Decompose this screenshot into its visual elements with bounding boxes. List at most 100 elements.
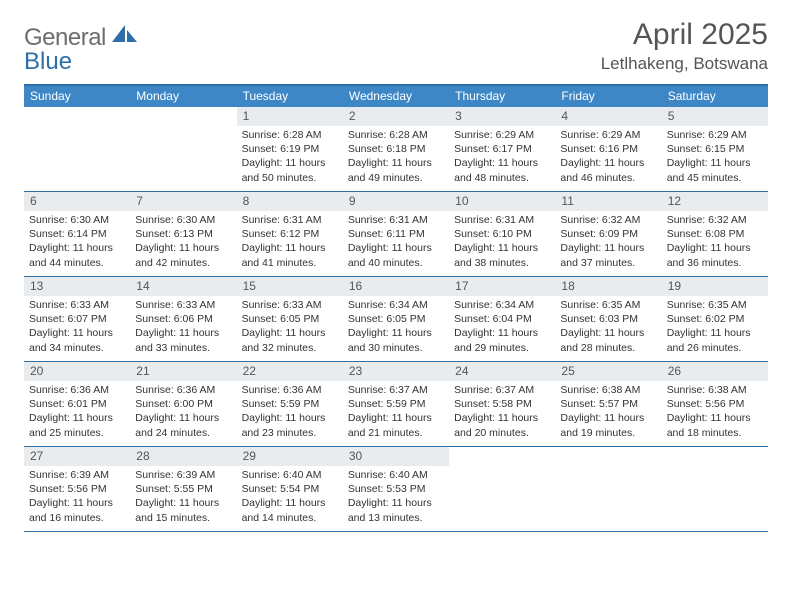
- day-details: Sunrise: 6:37 AMSunset: 5:59 PMDaylight:…: [343, 381, 449, 444]
- sunrise-line: Sunrise: 6:38 AM: [667, 383, 763, 397]
- day-number: 6: [24, 192, 130, 211]
- weekday-header: Monday: [130, 86, 236, 107]
- day-details: Sunrise: 6:33 AMSunset: 6:07 PMDaylight:…: [24, 296, 130, 359]
- daylight-line: Daylight: 11 hours and 13 minutes.: [348, 496, 444, 524]
- calendar-day-cell: 27Sunrise: 6:39 AMSunset: 5:56 PMDayligh…: [24, 447, 130, 531]
- daylight-line: Daylight: 11 hours and 25 minutes.: [29, 411, 125, 439]
- day-number: 10: [449, 192, 555, 211]
- daylight-line: Daylight: 11 hours and 32 minutes.: [242, 326, 338, 354]
- calendar-day-cell: 29Sunrise: 6:40 AMSunset: 5:54 PMDayligh…: [237, 447, 343, 531]
- day-number: 9: [343, 192, 449, 211]
- daylight-line: Daylight: 11 hours and 49 minutes.: [348, 156, 444, 184]
- calendar-day-cell: 9Sunrise: 6:31 AMSunset: 6:11 PMDaylight…: [343, 192, 449, 276]
- calendar-day-cell: 14Sunrise: 6:33 AMSunset: 6:06 PMDayligh…: [130, 277, 236, 361]
- daylight-line: Daylight: 11 hours and 37 minutes.: [560, 241, 656, 269]
- day-number: 13: [24, 277, 130, 296]
- calendar-day-cell: 0.: [130, 107, 236, 191]
- sunrise-line: Sunrise: 6:29 AM: [454, 128, 550, 142]
- calendar-day-cell: 19Sunrise: 6:35 AMSunset: 6:02 PMDayligh…: [662, 277, 768, 361]
- calendar-weeks: 0.0.1Sunrise: 6:28 AMSunset: 6:19 PMDayl…: [24, 107, 768, 532]
- daylight-line: Daylight: 11 hours and 46 minutes.: [560, 156, 656, 184]
- calendar-day-cell: 12Sunrise: 6:32 AMSunset: 6:08 PMDayligh…: [662, 192, 768, 276]
- sunrise-line: Sunrise: 6:39 AM: [29, 468, 125, 482]
- day-details: Sunrise: 6:36 AMSunset: 6:01 PMDaylight:…: [24, 381, 130, 444]
- sunrise-line: Sunrise: 6:38 AM: [560, 383, 656, 397]
- calendar-day-cell: 28Sunrise: 6:39 AMSunset: 5:55 PMDayligh…: [130, 447, 236, 531]
- sunset-line: Sunset: 6:11 PM: [348, 227, 444, 241]
- sunrise-line: Sunrise: 6:30 AM: [29, 213, 125, 227]
- day-details: Sunrise: 6:31 AMSunset: 6:11 PMDaylight:…: [343, 211, 449, 274]
- calendar-day-cell: 30Sunrise: 6:40 AMSunset: 5:53 PMDayligh…: [343, 447, 449, 531]
- header: General April 2025 Letlhakeng, Botswana: [24, 18, 768, 74]
- calendar-day-cell: 18Sunrise: 6:35 AMSunset: 6:03 PMDayligh…: [555, 277, 661, 361]
- day-details: Sunrise: 6:32 AMSunset: 6:09 PMDaylight:…: [555, 211, 661, 274]
- daylight-line: Daylight: 11 hours and 20 minutes.: [454, 411, 550, 439]
- daylight-line: Daylight: 11 hours and 24 minutes.: [135, 411, 231, 439]
- daylight-line: Daylight: 11 hours and 28 minutes.: [560, 326, 656, 354]
- day-details: Sunrise: 6:38 AMSunset: 5:56 PMDaylight:…: [662, 381, 768, 444]
- daylight-line: Daylight: 11 hours and 45 minutes.: [667, 156, 763, 184]
- day-number: 3: [449, 107, 555, 126]
- sunrise-line: Sunrise: 6:35 AM: [560, 298, 656, 312]
- calendar-day-cell: 6Sunrise: 6:30 AMSunset: 6:14 PMDaylight…: [24, 192, 130, 276]
- brand-part1: General: [24, 24, 106, 51]
- sunset-line: Sunset: 6:19 PM: [242, 142, 338, 156]
- sunset-line: Sunset: 5:56 PM: [29, 482, 125, 496]
- calendar-week-row: 6Sunrise: 6:30 AMSunset: 6:14 PMDaylight…: [24, 192, 768, 277]
- day-number: 2: [343, 107, 449, 126]
- sunset-line: Sunset: 5:59 PM: [348, 397, 444, 411]
- sunrise-line: Sunrise: 6:28 AM: [242, 128, 338, 142]
- sunset-line: Sunset: 6:18 PM: [348, 142, 444, 156]
- sunset-line: Sunset: 5:58 PM: [454, 397, 550, 411]
- calendar-week-row: 27Sunrise: 6:39 AMSunset: 5:56 PMDayligh…: [24, 447, 768, 532]
- day-number: 23: [343, 362, 449, 381]
- day-number: 14: [130, 277, 236, 296]
- sunrise-line: Sunrise: 6:34 AM: [454, 298, 550, 312]
- weekday-header: Wednesday: [343, 86, 449, 107]
- calendar-week-row: 13Sunrise: 6:33 AMSunset: 6:07 PMDayligh…: [24, 277, 768, 362]
- calendar-day-cell: 4Sunrise: 6:29 AMSunset: 6:16 PMDaylight…: [555, 107, 661, 191]
- location-label: Letlhakeng, Botswana: [601, 54, 768, 74]
- day-number: 26: [662, 362, 768, 381]
- sunset-line: Sunset: 6:09 PM: [560, 227, 656, 241]
- sunrise-line: Sunrise: 6:36 AM: [135, 383, 231, 397]
- sunset-line: Sunset: 6:14 PM: [29, 227, 125, 241]
- calendar-day-cell: 5Sunrise: 6:29 AMSunset: 6:15 PMDaylight…: [662, 107, 768, 191]
- sunrise-line: Sunrise: 6:31 AM: [454, 213, 550, 227]
- calendar-day-cell: 3Sunrise: 6:29 AMSunset: 6:17 PMDaylight…: [449, 107, 555, 191]
- day-number: 8: [237, 192, 343, 211]
- sunrise-line: Sunrise: 6:28 AM: [348, 128, 444, 142]
- sunset-line: Sunset: 6:02 PM: [667, 312, 763, 326]
- day-number: 7: [130, 192, 236, 211]
- weekday-header: Sunday: [24, 86, 130, 107]
- sunrise-line: Sunrise: 6:35 AM: [667, 298, 763, 312]
- calendar-day-cell: 16Sunrise: 6:34 AMSunset: 6:05 PMDayligh…: [343, 277, 449, 361]
- sunset-line: Sunset: 6:15 PM: [667, 142, 763, 156]
- day-details: Sunrise: 6:39 AMSunset: 5:56 PMDaylight:…: [24, 466, 130, 529]
- sunset-line: Sunset: 6:05 PM: [242, 312, 338, 326]
- calendar-day-cell: 24Sunrise: 6:37 AMSunset: 5:58 PMDayligh…: [449, 362, 555, 446]
- day-number: 25: [555, 362, 661, 381]
- page-title: April 2025: [601, 18, 768, 52]
- daylight-line: Daylight: 11 hours and 50 minutes.: [242, 156, 338, 184]
- calendar-day-cell: 10Sunrise: 6:31 AMSunset: 6:10 PMDayligh…: [449, 192, 555, 276]
- calendar-day-cell: 0.: [555, 447, 661, 531]
- calendar-day-cell: 20Sunrise: 6:36 AMSunset: 6:01 PMDayligh…: [24, 362, 130, 446]
- sunrise-line: Sunrise: 6:33 AM: [242, 298, 338, 312]
- daylight-line: Daylight: 11 hours and 42 minutes.: [135, 241, 231, 269]
- sunset-line: Sunset: 6:05 PM: [348, 312, 444, 326]
- sunrise-line: Sunrise: 6:40 AM: [348, 468, 444, 482]
- calendar-day-cell: 1Sunrise: 6:28 AMSunset: 6:19 PMDaylight…: [237, 107, 343, 191]
- daylight-line: Daylight: 11 hours and 41 minutes.: [242, 241, 338, 269]
- day-number: 4: [555, 107, 661, 126]
- day-details: Sunrise: 6:37 AMSunset: 5:58 PMDaylight:…: [449, 381, 555, 444]
- calendar-week-row: 20Sunrise: 6:36 AMSunset: 6:01 PMDayligh…: [24, 362, 768, 447]
- day-number: 16: [343, 277, 449, 296]
- weekday-header: Saturday: [662, 86, 768, 107]
- day-number: 12: [662, 192, 768, 211]
- sunrise-line: Sunrise: 6:33 AM: [135, 298, 231, 312]
- day-details: Sunrise: 6:32 AMSunset: 6:08 PMDaylight:…: [662, 211, 768, 274]
- day-details: Sunrise: 6:31 AMSunset: 6:12 PMDaylight:…: [237, 211, 343, 274]
- day-number: 19: [662, 277, 768, 296]
- sunrise-line: Sunrise: 6:30 AM: [135, 213, 231, 227]
